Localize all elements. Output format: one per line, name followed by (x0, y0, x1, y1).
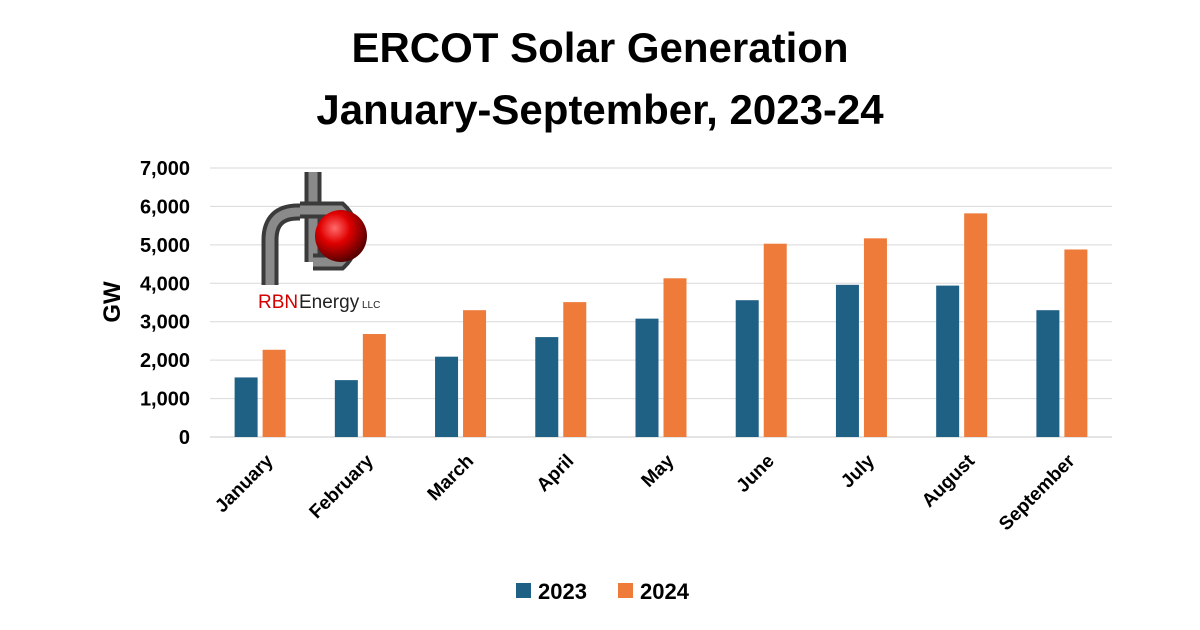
x-tick-label: September (995, 450, 1080, 535)
x-tick-label: May (638, 450, 679, 491)
bar-2023-july (835, 284, 859, 437)
x-tick-label: March (424, 451, 478, 505)
legend: 2023 2024 (516, 579, 690, 604)
y-tick-label: 5,000 (140, 235, 190, 257)
y-axis-label: GW (99, 281, 126, 323)
bar-2024-september (1064, 249, 1088, 437)
y-tick-label: 1,000 (140, 389, 190, 411)
y-tick-label: 0 (179, 427, 190, 449)
bar-2024-march (463, 310, 487, 437)
x-tick-label: July (837, 450, 879, 492)
bar-2024-february (362, 334, 386, 437)
logo-company-prefix: RBN (258, 292, 298, 313)
legend-swatch-2023 (516, 583, 531, 598)
x-tick-label: June (733, 451, 779, 497)
x-tick-label: February (306, 450, 379, 523)
x-tick-label: April (533, 451, 578, 496)
bar-2023-april (535, 337, 559, 437)
chart-title-line-2: January-September, 2023-24 (316, 86, 884, 133)
bars (234, 213, 1088, 437)
legend-swatch-2024 (618, 583, 633, 598)
bar-2024-may (663, 278, 687, 437)
bar-2023-may (635, 318, 659, 437)
bar-2023-september (1036, 310, 1060, 437)
bar-2023-august (936, 285, 960, 437)
y-axis-ticks: 0 1,000 2,000 3,000 4,000 5,000 6,000 7,000 (140, 158, 190, 449)
logo-company-suffix: LLC (362, 300, 380, 311)
bar-2023-january (234, 377, 258, 437)
y-tick-label: 7,000 (140, 158, 190, 180)
y-tick-label: 3,000 (140, 312, 190, 334)
chart-title-line-1: ERCOT Solar Generation (351, 24, 849, 71)
logo-company-name: Energy (299, 292, 360, 313)
bar-2023-march (435, 356, 459, 437)
bar-2024-june (763, 243, 787, 437)
bar-2024-july (863, 238, 887, 437)
bar-2023-february (334, 380, 358, 437)
x-axis-ticks: January February March April May June July Augu… (211, 450, 1080, 535)
bar-2024-april (563, 302, 587, 437)
x-tick-label: January (211, 450, 278, 517)
x-tick-label: August (918, 450, 980, 512)
bar-2023-june (735, 300, 759, 437)
legend-label-2023: 2023 (538, 579, 587, 604)
y-tick-label: 6,000 (140, 196, 190, 218)
bar-2024-august (964, 213, 988, 437)
y-tick-label: 2,000 (140, 350, 190, 372)
bar-2024-january (262, 349, 286, 437)
rbn-pipe-logo-icon: RBN Energy LLC (258, 172, 380, 313)
y-tick-label: 4,000 (140, 273, 190, 295)
legend-label-2024: 2024 (640, 579, 690, 604)
